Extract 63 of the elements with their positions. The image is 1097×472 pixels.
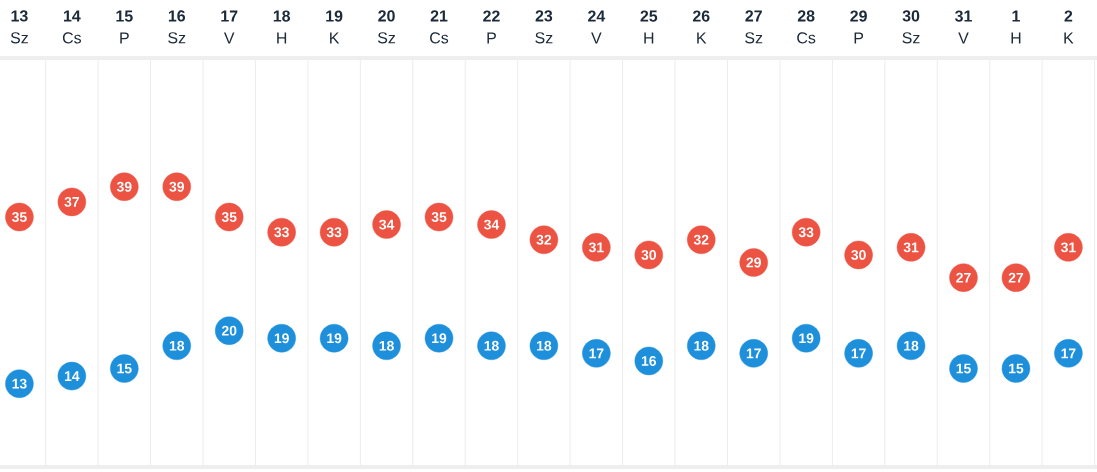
x-tick-label: 18 H (273, 10, 291, 44)
data-label: 19 (432, 333, 447, 344)
x-tick-label: 29 P (850, 10, 867, 44)
x-tick-label: 23 Sz (535, 10, 553, 44)
x-tick-label: 26 K (692, 10, 710, 44)
x-tick-label: 20 Sz (377, 10, 396, 44)
x-tick-label: 17 V (221, 10, 238, 44)
x-tick-label: 30 Sz (902, 10, 920, 44)
x-tick-label: 13 Sz (10, 10, 28, 44)
x-tick-label: 25 H (640, 10, 658, 44)
data-label: 33 (798, 227, 814, 238)
data-label: 30 (641, 249, 656, 260)
data-label: 31 (1060, 242, 1076, 253)
data-label: 32 (536, 234, 552, 245)
x-tick-label: 16 Sz (168, 10, 186, 44)
data-label: 32 (693, 234, 709, 245)
data-label: 27 (1008, 272, 1024, 283)
data-label: 19 (274, 333, 289, 344)
data-label: 35 (221, 212, 237, 222)
data-label: 18 (379, 340, 394, 351)
data-label: 16 (641, 356, 657, 366)
data-label: 39 (169, 181, 185, 192)
data-label: 13 (12, 378, 27, 389)
data-label: 31 (903, 242, 919, 253)
data-label: 39 (116, 181, 132, 192)
x-tick-label: 31 V (954, 10, 972, 44)
data-label: 27 (956, 272, 971, 283)
data-label: 18 (694, 340, 709, 351)
x-tick-label: 15 P (116, 10, 133, 44)
data-label: 14 (64, 371, 80, 381)
data-label: 37 (64, 196, 79, 207)
x-tick-label: 19 K (326, 10, 343, 44)
data-label: 19 (799, 333, 814, 344)
data-label: 34 (379, 219, 395, 230)
data-label: 18 (169, 340, 185, 351)
data-label: 15 (956, 363, 971, 374)
x-tick-label: 28 Cs (797, 10, 816, 44)
data-label: 19 (327, 333, 342, 344)
x-tick-label: 2 K (1064, 10, 1074, 44)
x-tick-label: 14 Cs (62, 10, 82, 44)
data-label: 17 (746, 348, 761, 359)
data-label: 17 (589, 348, 604, 359)
data-label: 35 (11, 212, 27, 222)
data-label: 18 (484, 340, 499, 351)
data-label: 15 (1009, 363, 1024, 374)
data-label: 33 (326, 227, 342, 238)
data-label: 35 (431, 212, 447, 222)
x-tick-label: 24 V (588, 10, 606, 44)
data-label: 29 (746, 257, 761, 268)
data-label: 17 (1061, 348, 1076, 359)
data-label: 18 (537, 340, 552, 351)
data-label: 15 (117, 363, 132, 374)
data-label: 17 (851, 348, 866, 359)
data-label: 20 (221, 325, 237, 336)
data-label: 33 (274, 227, 289, 238)
x-tick-label: 27 Sz (745, 10, 763, 44)
x-tick-label: 21 Cs (430, 10, 449, 44)
data-label: 30 (851, 249, 866, 260)
x-tick-label: 22 P (483, 10, 500, 44)
data-label: 34 (484, 219, 500, 230)
data-label: 18 (904, 340, 919, 351)
data-label: 31 (588, 242, 604, 253)
x-tick-label: 1 H (1011, 10, 1021, 44)
